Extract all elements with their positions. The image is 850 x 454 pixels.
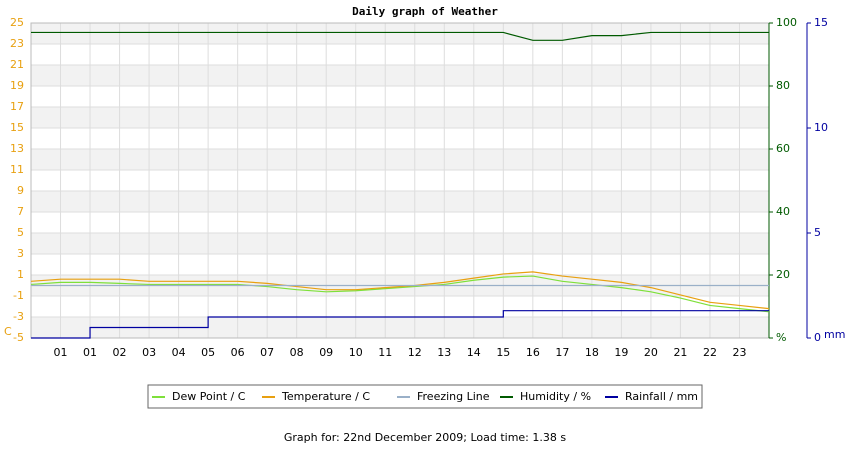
y3-axis-label: mm [824,328,845,341]
x-tick-label: 13 [437,346,451,359]
series-line [31,310,769,339]
x-tick-label: 07 [260,346,274,359]
y-tick-label: 19 [10,79,24,92]
band [31,317,769,338]
x-tick-label: 12 [408,346,422,359]
y-tick-label: -3 [13,310,24,323]
series-line [30,275,770,313]
y3-tick-label: 10 [814,121,828,134]
x-tick-label: 20 [644,346,658,359]
x-tick-label: 08 [290,346,304,359]
legend-box [147,384,703,409]
y-tick-label: 17 [10,100,24,113]
y2-tick-label: 100 [776,16,797,29]
y3-tick-label: 15 [814,16,828,29]
y2-tick-label: 80 [776,79,790,92]
x-tick-label: 10 [349,346,363,359]
y-tick-label: 11 [10,163,24,176]
band [31,191,769,212]
legend-label: Temperature / C [281,390,370,403]
x-tick-label: 21 [673,346,687,359]
y-tick-label: 13 [10,142,24,155]
x-tick-label: 01 [83,346,97,359]
x-tick-label: 16 [526,346,540,359]
band [31,233,769,254]
y3-tick-label: 0 [814,331,821,344]
x-tick-label: 02 [113,346,127,359]
y-tick-label: -5 [13,331,24,344]
y2-tick-label: 20 [776,268,790,281]
y2-tick-label: 60 [776,142,790,155]
x-tick-label: 09 [319,346,333,359]
y-tick-label: 5 [17,226,24,239]
x-tick-label: 19 [614,346,628,359]
legend-label: Rainfall / mm [625,390,698,403]
band [31,65,769,86]
series-line [31,31,769,41]
y-tick-label: 3 [17,247,24,260]
x-tick-label: 03 [142,346,156,359]
y-axis-label: C [4,325,12,338]
y3-tick-label: 5 [814,226,821,239]
x-tick-label: 17 [555,346,569,359]
y2-tick-label: 40 [776,205,790,218]
x-tick-label: 01 [54,346,68,359]
y-tick-label: 9 [17,184,24,197]
x-tick-label: 23 [732,346,746,359]
x-tick-label: 04 [172,346,186,359]
band [31,107,769,128]
legend-label: Freezing Line [417,390,490,403]
x-tick-label: 22 [703,346,717,359]
legend-label: Humidity / % [520,390,591,403]
legend-label: Dew Point / C [172,390,246,403]
x-tick-label: 15 [496,346,510,359]
y2-tick-label: % [776,331,786,344]
series-line [30,271,770,310]
y-tick-label: 21 [10,58,24,71]
band [31,149,769,170]
y-tick-label: 7 [17,205,24,218]
y-tick-label: -1 [13,289,24,302]
x-tick-label: 05 [201,346,215,359]
footer: Graph for: 22nd December 2009; Load time… [284,431,566,444]
y-tick-label: 1 [17,268,24,281]
x-tick-label: 06 [231,346,245,359]
y-tick-label: 25 [10,16,24,29]
x-tick-label: 14 [467,346,481,359]
x-tick-label: 11 [378,346,392,359]
chart-title: Daily graph of Weather [352,5,498,18]
x-tick-label: 18 [585,346,599,359]
y-tick-label: 23 [10,37,24,50]
band [31,23,769,44]
y-tick-label: 15 [10,121,24,134]
